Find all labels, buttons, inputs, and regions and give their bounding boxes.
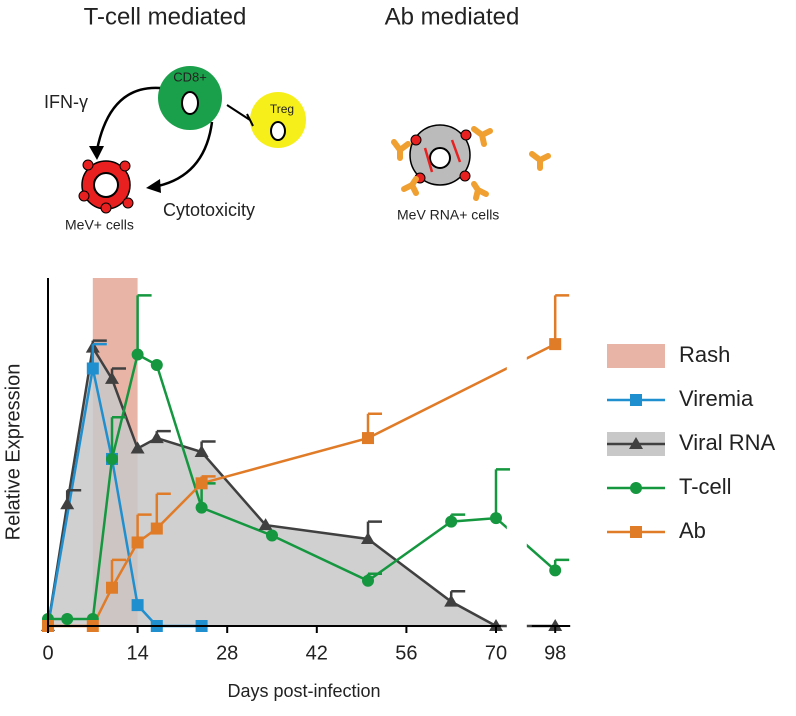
nucleus	[270, 121, 286, 141]
inhibit	[226, 104, 254, 127]
axis-break	[506, 238, 527, 646]
label: CD8+	[173, 69, 207, 84]
error-bar	[553, 294, 570, 345]
point	[131, 536, 144, 549]
legend-label: Viremia	[679, 386, 754, 411]
nucleus	[181, 91, 199, 115]
point	[61, 613, 74, 626]
label: MeV RNA+ cells	[397, 207, 499, 223]
point	[150, 359, 163, 371]
point	[105, 371, 119, 384]
chart: 0 14 28 42 56 70 98 Days post-infection Relative…	[2, 238, 776, 701]
error-bar	[136, 294, 152, 355]
point	[86, 362, 99, 375]
error-bar	[494, 468, 510, 519]
diagram: T-cell mediated Ab mediated CD8+ Treg IF…	[44, 3, 551, 233]
point	[131, 348, 144, 361]
point	[106, 581, 118, 594]
point	[445, 515, 458, 528]
point	[258, 518, 273, 531]
x-tick-label: 56	[395, 642, 417, 664]
treg-cell	[250, 92, 306, 148]
point	[195, 501, 208, 514]
point	[362, 432, 374, 445]
point	[130, 441, 145, 454]
title: Ab mediated	[385, 3, 520, 30]
point	[194, 445, 209, 457]
x-tick-label: 70	[485, 642, 507, 664]
arrow	[95, 86, 161, 151]
legend-label: Viral RNA	[679, 430, 776, 455]
point	[60, 497, 75, 510]
label: Cytotoxicity	[163, 200, 255, 220]
x-tick-label: 28	[216, 642, 238, 664]
label: IFN-γ	[44, 92, 88, 112]
legend-label: Rash	[679, 342, 730, 367]
point	[195, 477, 208, 490]
y-axis-label: Relative Expression	[2, 364, 24, 541]
point	[630, 526, 642, 538]
point	[630, 482, 642, 494]
x-axis-label: Days post-infection	[227, 681, 380, 701]
point	[549, 564, 562, 577]
label: MeV+ cells	[65, 217, 134, 233]
point	[149, 431, 164, 444]
x-tick-label: 14	[126, 642, 148, 664]
point	[266, 529, 278, 542]
point	[131, 599, 144, 612]
arrowhead	[89, 146, 104, 160]
point	[490, 512, 502, 525]
legend-label: Ab	[679, 518, 706, 543]
point	[361, 532, 375, 544]
arrow	[157, 121, 214, 188]
point	[362, 574, 374, 587]
legend-label: T-cell	[679, 474, 732, 499]
error-bar	[110, 415, 126, 459]
point	[549, 338, 562, 351]
x-tick-label: 42	[306, 642, 328, 664]
legend-swatch	[607, 344, 665, 368]
label: Treg	[270, 102, 294, 116]
point	[106, 452, 118, 465]
arrowhead	[146, 179, 161, 193]
title: T-cell mediated	[84, 3, 247, 30]
point	[630, 394, 642, 406]
mev-cell	[78, 159, 134, 214]
x-tick-label: 0	[42, 642, 53, 664]
point	[629, 437, 643, 449]
point	[150, 522, 163, 535]
area	[48, 347, 556, 626]
point	[444, 594, 459, 607]
rna-cell	[391, 124, 551, 201]
x-tick-label: 98	[544, 642, 566, 664]
